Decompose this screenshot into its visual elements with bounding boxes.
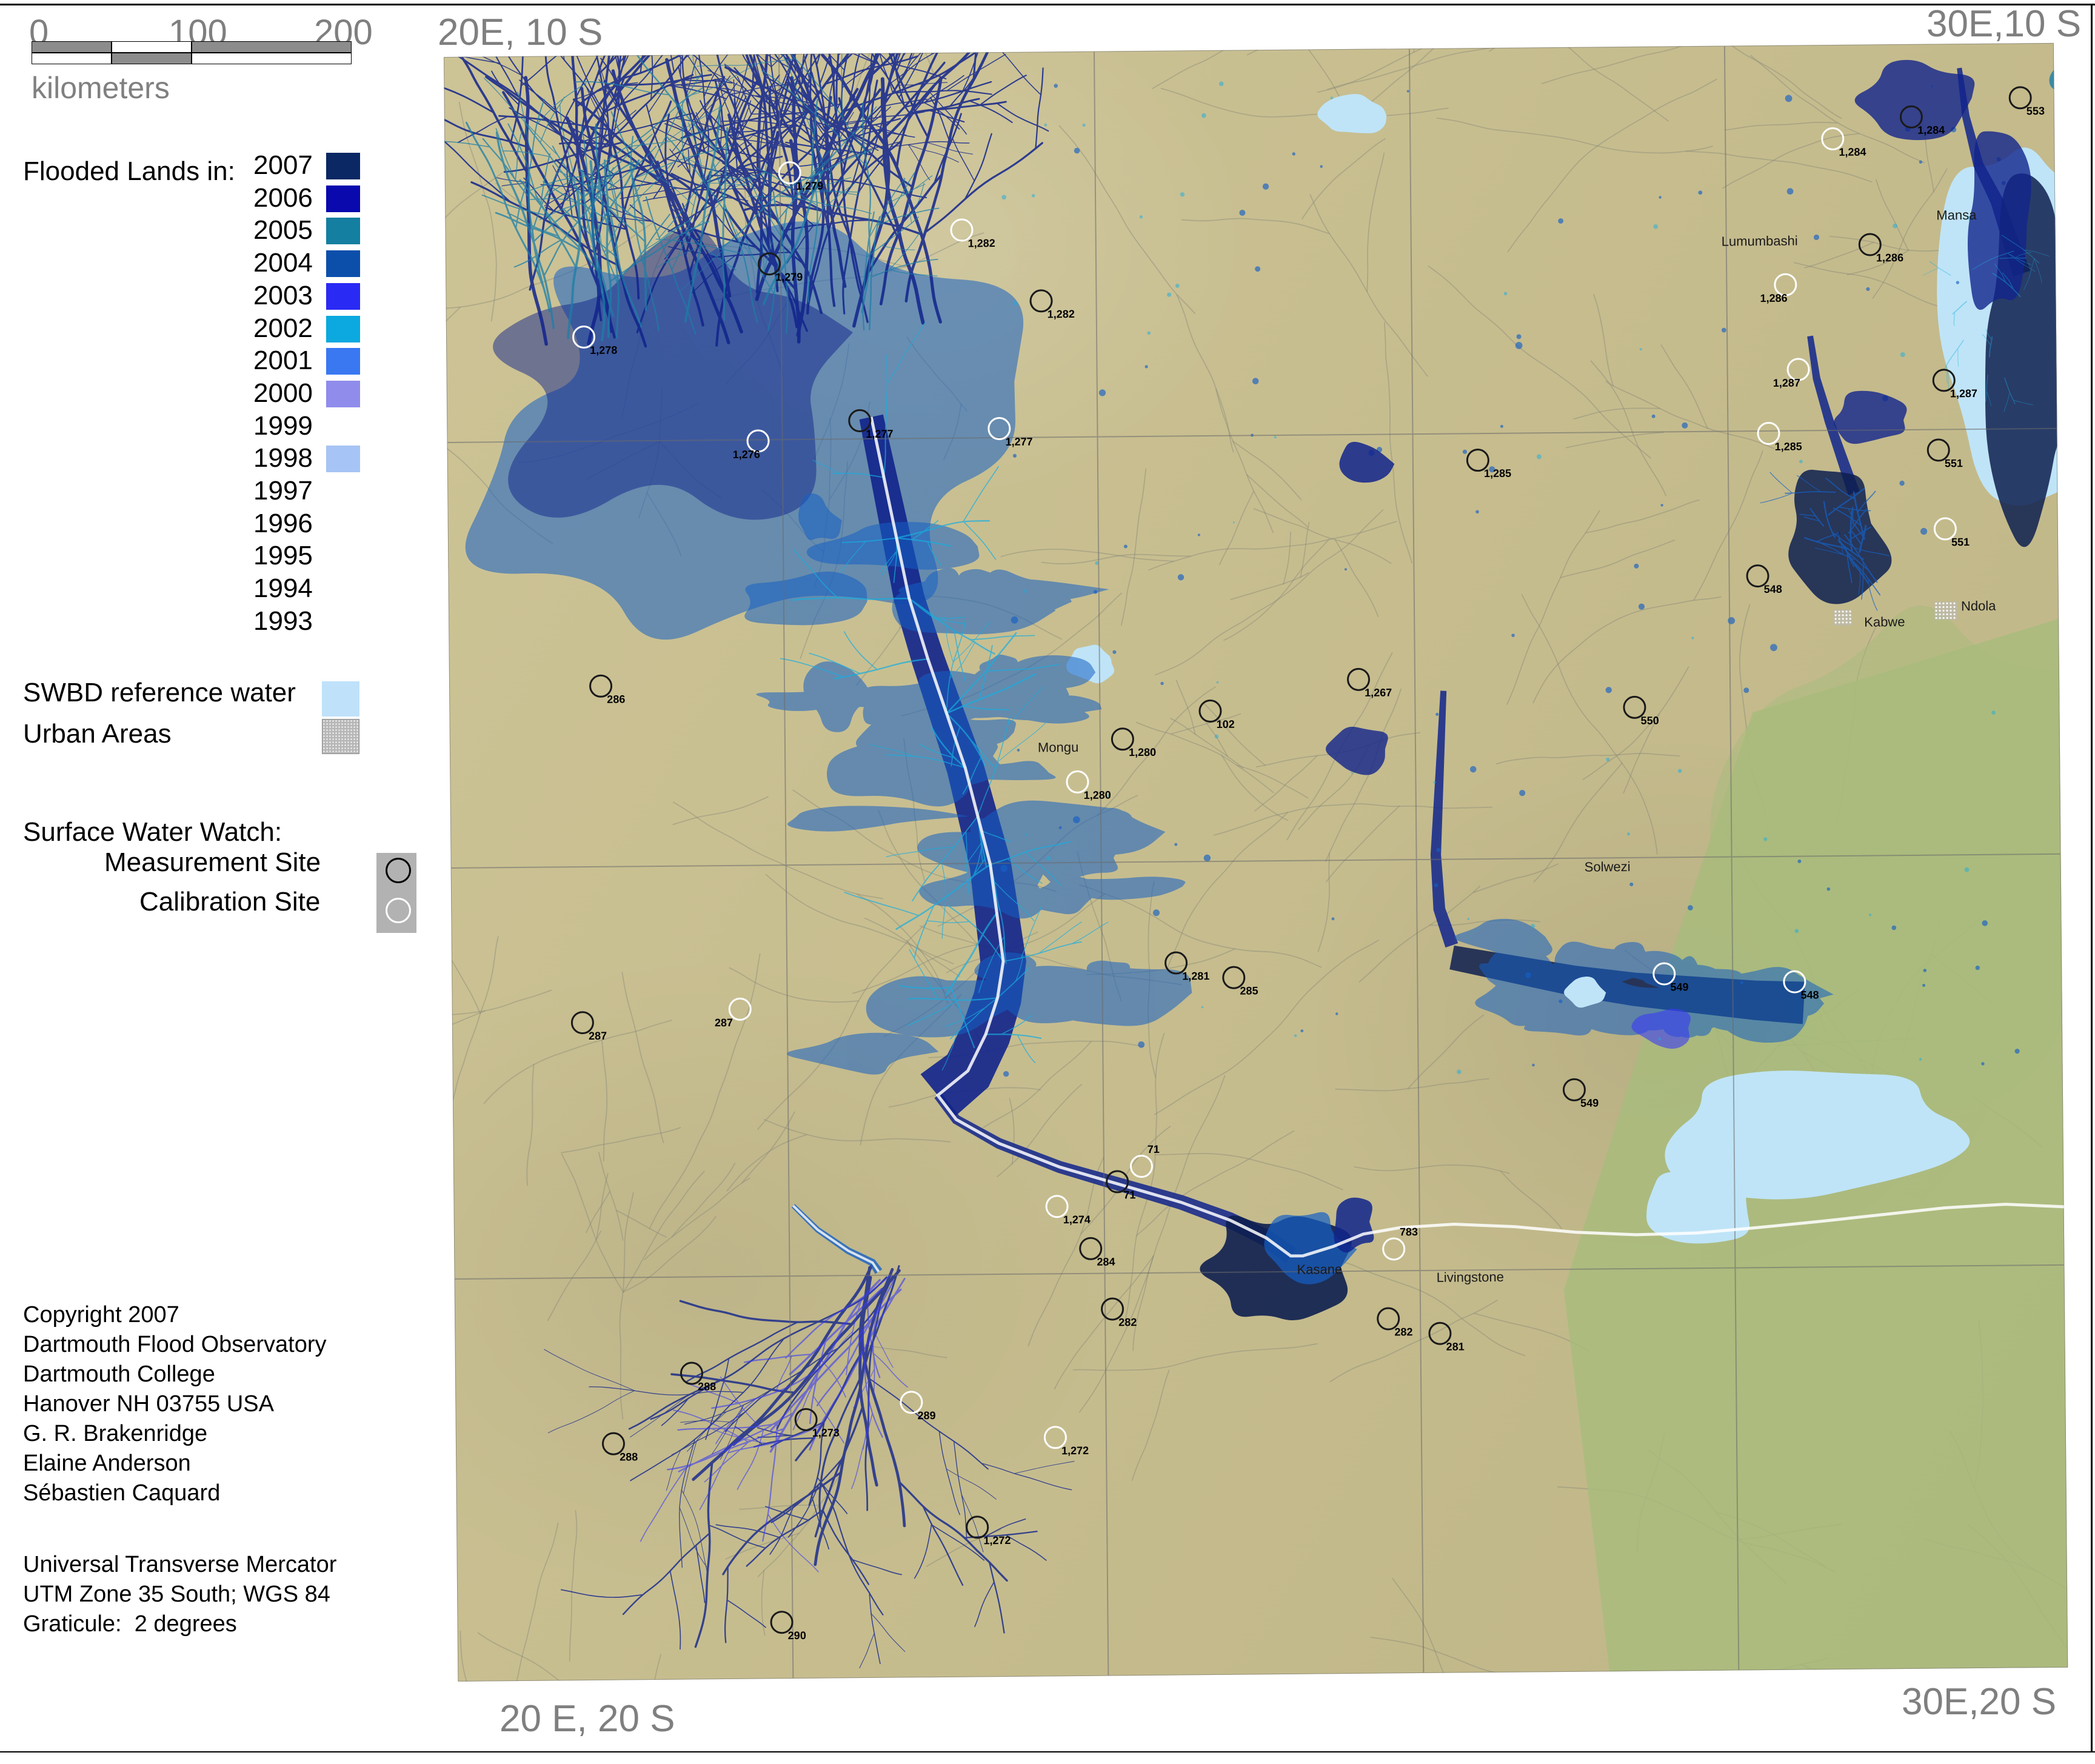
svg-text:Mongu: Mongu	[1038, 740, 1078, 755]
svg-text:289: 289	[918, 1409, 936, 1422]
svg-text:1,281: 1,281	[1182, 970, 1209, 982]
svg-text:282: 282	[1394, 1326, 1412, 1338]
svg-text:282: 282	[1118, 1316, 1137, 1328]
svg-text:1,287: 1,287	[1773, 376, 1800, 389]
svg-text:288: 288	[620, 1451, 638, 1463]
svg-text:286: 286	[607, 693, 625, 705]
svg-text:287: 287	[715, 1017, 733, 1029]
svg-text:1,280: 1,280	[1084, 789, 1111, 801]
svg-text:1,285: 1,285	[1484, 467, 1511, 479]
svg-text:549: 549	[1670, 981, 1688, 993]
svg-text:Kabwe: Kabwe	[1864, 614, 1905, 630]
svg-text:1,287: 1,287	[1950, 387, 1977, 399]
svg-text:285: 285	[1240, 984, 1258, 997]
svg-text:1,280: 1,280	[1129, 746, 1156, 758]
svg-text:551: 551	[1945, 457, 1963, 469]
svg-text:Ndola: Ndola	[1961, 598, 1996, 614]
svg-text:548: 548	[1801, 989, 1819, 1001]
svg-text:1,267: 1,267	[1365, 686, 1392, 698]
svg-text:Solwezi: Solwezi	[1585, 859, 1631, 875]
svg-text:102: 102	[1217, 718, 1235, 730]
svg-text:290: 290	[788, 1629, 806, 1642]
svg-text:284: 284	[1097, 1255, 1115, 1268]
svg-text:1,274: 1,274	[1063, 1214, 1091, 1226]
svg-text:Mansa: Mansa	[1936, 207, 1977, 223]
svg-text:281: 281	[1446, 1340, 1465, 1352]
svg-text:Livingstone: Livingstone	[1437, 1269, 1505, 1285]
svg-text:1,282: 1,282	[1048, 308, 1075, 320]
svg-text:550: 550	[1641, 715, 1659, 727]
svg-text:1,273: 1,273	[812, 1426, 840, 1438]
svg-text:1,276: 1,276	[733, 448, 760, 460]
svg-text:1,286: 1,286	[1876, 252, 1903, 264]
svg-text:783: 783	[1400, 1226, 1418, 1238]
svg-text:1,277: 1,277	[1005, 436, 1032, 448]
svg-text:1,284: 1,284	[1917, 124, 1945, 136]
svg-text:288: 288	[698, 1380, 716, 1392]
svg-text:1,282: 1,282	[968, 237, 995, 249]
svg-text:Lumumbashi: Lumumbashi	[1722, 233, 1798, 249]
svg-text:1,277: 1,277	[866, 428, 893, 440]
svg-text:Kasane: Kasane	[1297, 1261, 1342, 1277]
svg-text:1,272: 1,272	[1061, 1445, 1089, 1457]
svg-text:549: 549	[1580, 1097, 1599, 1109]
svg-text:1,279: 1,279	[775, 271, 803, 283]
svg-text:71: 71	[1148, 1143, 1160, 1155]
svg-text:1,285: 1,285	[1775, 440, 1802, 452]
svg-text:287: 287	[589, 1030, 607, 1042]
svg-text:551: 551	[1951, 536, 1970, 548]
svg-text:1,279: 1,279	[796, 180, 823, 192]
svg-text:1,284: 1,284	[1839, 146, 1866, 158]
svg-text:1,278: 1,278	[590, 344, 617, 356]
svg-text:553: 553	[2027, 105, 2045, 117]
svg-text:1,286: 1,286	[1760, 292, 1787, 304]
svg-text:1,272: 1,272	[983, 1534, 1011, 1546]
svg-text:548: 548	[1764, 583, 1782, 595]
svg-text:71: 71	[1123, 1189, 1135, 1201]
